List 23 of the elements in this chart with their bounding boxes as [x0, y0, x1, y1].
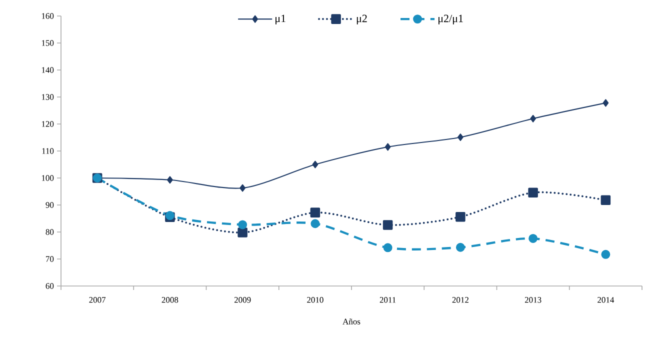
y-tick-label: 120: [42, 121, 54, 127]
x-axis-title: Años: [342, 318, 360, 324]
y-tick-label: 90: [46, 202, 54, 208]
x-tick-label: 2014: [598, 297, 614, 303]
y-tick-label: 100: [42, 175, 54, 181]
y-tick-label: 130: [42, 94, 54, 100]
x-tick-label: 2013: [524, 297, 542, 303]
legend-label: μ1: [276, 14, 286, 24]
y-tick-label: 160: [42, 13, 54, 19]
legend-label: μ2: [356, 14, 367, 24]
x-tick-label: 2008: [162, 297, 178, 303]
y-tick-label: 60: [46, 283, 54, 289]
y-tick-label: 140: [42, 67, 54, 73]
x-tick-label: 2011: [380, 297, 396, 303]
y-tick-label: 70: [46, 256, 54, 262]
y-tick-label: 110: [42, 148, 54, 154]
y-tick-label: 150: [42, 40, 54, 46]
x-tick-label: 2012: [452, 297, 468, 303]
x-tick-label: 2009: [234, 297, 251, 303]
x-tick-label: 2007: [89, 297, 106, 303]
legend-label: μ2/μ1: [438, 14, 463, 24]
x-tick-label: 2010: [307, 297, 324, 303]
y-tick-label: 80: [46, 229, 54, 235]
